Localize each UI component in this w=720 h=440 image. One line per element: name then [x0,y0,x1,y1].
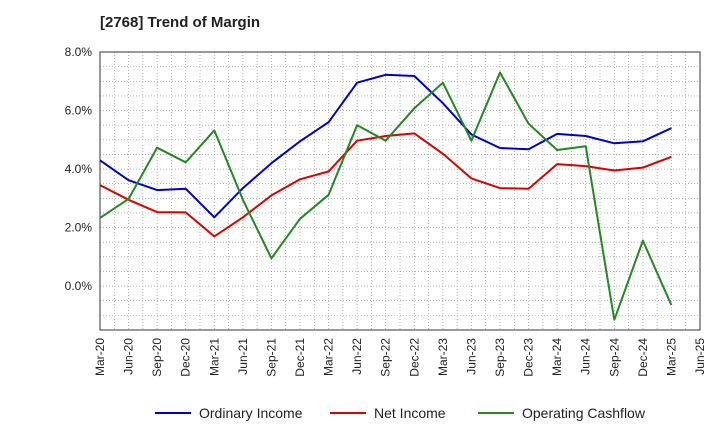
x-tick-label: Mar-22 [322,338,336,376]
series-line-net-income [99,132,672,238]
x-tick-label: Jun-21 [236,338,250,375]
x-tick-label: Jun-24 [579,338,593,375]
legend-label: Operating Cashflow [522,405,645,421]
x-tick-label: Jun-23 [464,338,478,375]
x-tick-label: Dec-21 [293,338,307,377]
x-tick-label: Mar-21 [207,338,221,376]
x-tick-label: Dec-24 [636,338,650,377]
x-tick-label: Jun-25 [693,338,707,375]
plot-frame [99,51,701,331]
x-tick-label: Sep-20 [150,338,164,377]
x-tick-label: Mar-25 [664,338,678,376]
y-tick-label: 2.0% [65,221,93,235]
legend-swatch [155,412,191,414]
y-tick-label: 8.0% [65,45,93,59]
y-tick-label: 6.0% [65,104,93,118]
x-tick-label: Dec-20 [179,338,193,377]
x-tick-label: Mar-23 [436,338,450,376]
x-tick-label: Sep-22 [379,338,393,377]
y-tick-label: 4.0% [65,162,93,176]
x-tick-label: Sep-23 [493,338,507,377]
x-tick-label: Sep-24 [607,338,621,377]
x-tick-label: Mar-20 [93,338,107,376]
series-line-ordinary-income [99,73,672,219]
legend-item: Ordinary Income [155,402,302,424]
x-tick-label: Dec-23 [522,338,536,377]
legend-swatch [330,412,366,414]
legend-item: Operating Cashflow [478,402,645,424]
y-tick-label: 0.0% [65,279,93,293]
x-tick-label: Dec-22 [407,338,421,377]
legend-swatch [478,412,514,414]
legend-item: Net Income [330,402,446,424]
chart-legend: Ordinary Income Net Income Operating Cashf… [0,402,720,424]
legend-label: Ordinary Income [199,405,303,421]
x-tick-label: Jun-22 [350,338,364,375]
series-line-operating-cashflow [99,71,673,321]
legend-label: Net Income [374,405,446,421]
x-tick-label: Sep-21 [264,338,278,377]
x-tick-label: Jun-20 [122,338,136,375]
x-tick-label: Mar-24 [550,338,564,376]
chart-title: [2768] Trend of Margin [100,14,261,31]
